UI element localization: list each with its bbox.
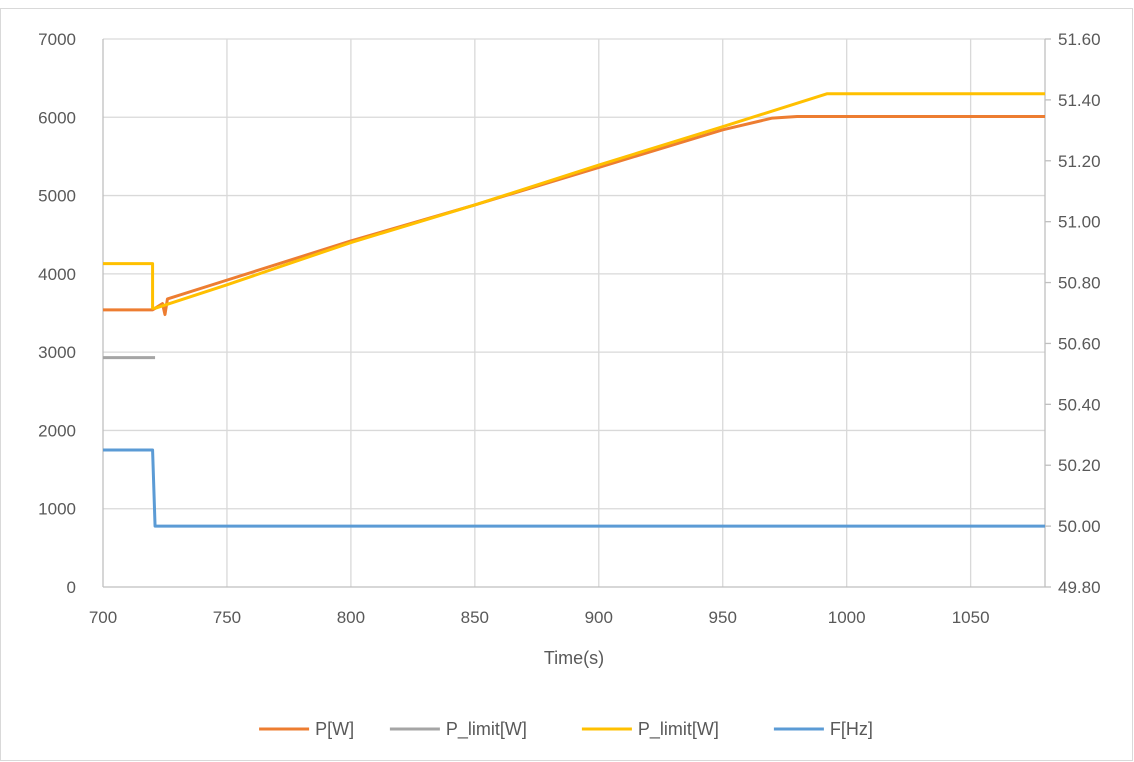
x-tick-label: 1000 bbox=[828, 608, 866, 627]
y2-tick-label: 50.40 bbox=[1058, 395, 1101, 414]
y-tick-label: 7000 bbox=[38, 30, 76, 49]
y-tick-label: 4000 bbox=[38, 265, 76, 284]
legend-label: P[W] bbox=[315, 719, 354, 739]
x-tick-label: 700 bbox=[89, 608, 117, 627]
y-tick-label: 0 bbox=[67, 578, 76, 597]
x-tick-label: 850 bbox=[461, 608, 489, 627]
y2-tick-label: 50.80 bbox=[1058, 274, 1101, 293]
axes bbox=[102, 38, 1051, 588]
legend-label: P_limit[W] bbox=[638, 719, 719, 740]
y-tick-label: 2000 bbox=[38, 421, 76, 440]
x-tick-label: 950 bbox=[709, 608, 737, 627]
tick-labels: 0 1000 2000 3000 4000 5000 6000 7000 700 750 800 85… bbox=[38, 30, 1100, 627]
y2-tick-label: 50.20 bbox=[1058, 456, 1101, 475]
legend: P[W] P_limit[W] P_limit[W] F[Hz] bbox=[259, 719, 873, 740]
x-tick-label: 1050 bbox=[952, 608, 990, 627]
y2-tick-label: 50.00 bbox=[1058, 517, 1101, 536]
y2-tick-label: 51.00 bbox=[1058, 213, 1101, 232]
x-tick-label: 750 bbox=[213, 608, 241, 627]
series-line-f-hz-3 bbox=[103, 448, 1045, 528]
legend-label: F[Hz] bbox=[830, 719, 873, 739]
y2-tick-label: 51.40 bbox=[1058, 91, 1101, 110]
y-tick-label: 1000 bbox=[38, 500, 76, 519]
x-tick-label: 900 bbox=[585, 608, 613, 627]
x-tick-label: 800 bbox=[337, 608, 365, 627]
y2-tick-label: 51.20 bbox=[1058, 152, 1101, 171]
chart-border bbox=[0, 8, 1133, 761]
y2-tick-label: 49.80 bbox=[1058, 578, 1101, 597]
series-lines bbox=[103, 92, 1045, 528]
x-axis-title: Time(s) bbox=[544, 648, 604, 668]
legend-label: P_limit[W] bbox=[446, 719, 527, 740]
y-tick-label: 6000 bbox=[38, 108, 76, 127]
y2-tick-label: 50.60 bbox=[1058, 334, 1101, 353]
y2-tick-label: 51.60 bbox=[1058, 30, 1101, 49]
y-tick-label: 5000 bbox=[38, 187, 76, 206]
series-line-p-limit-w-2 bbox=[103, 92, 1045, 310]
y-tick-label: 3000 bbox=[38, 343, 76, 362]
